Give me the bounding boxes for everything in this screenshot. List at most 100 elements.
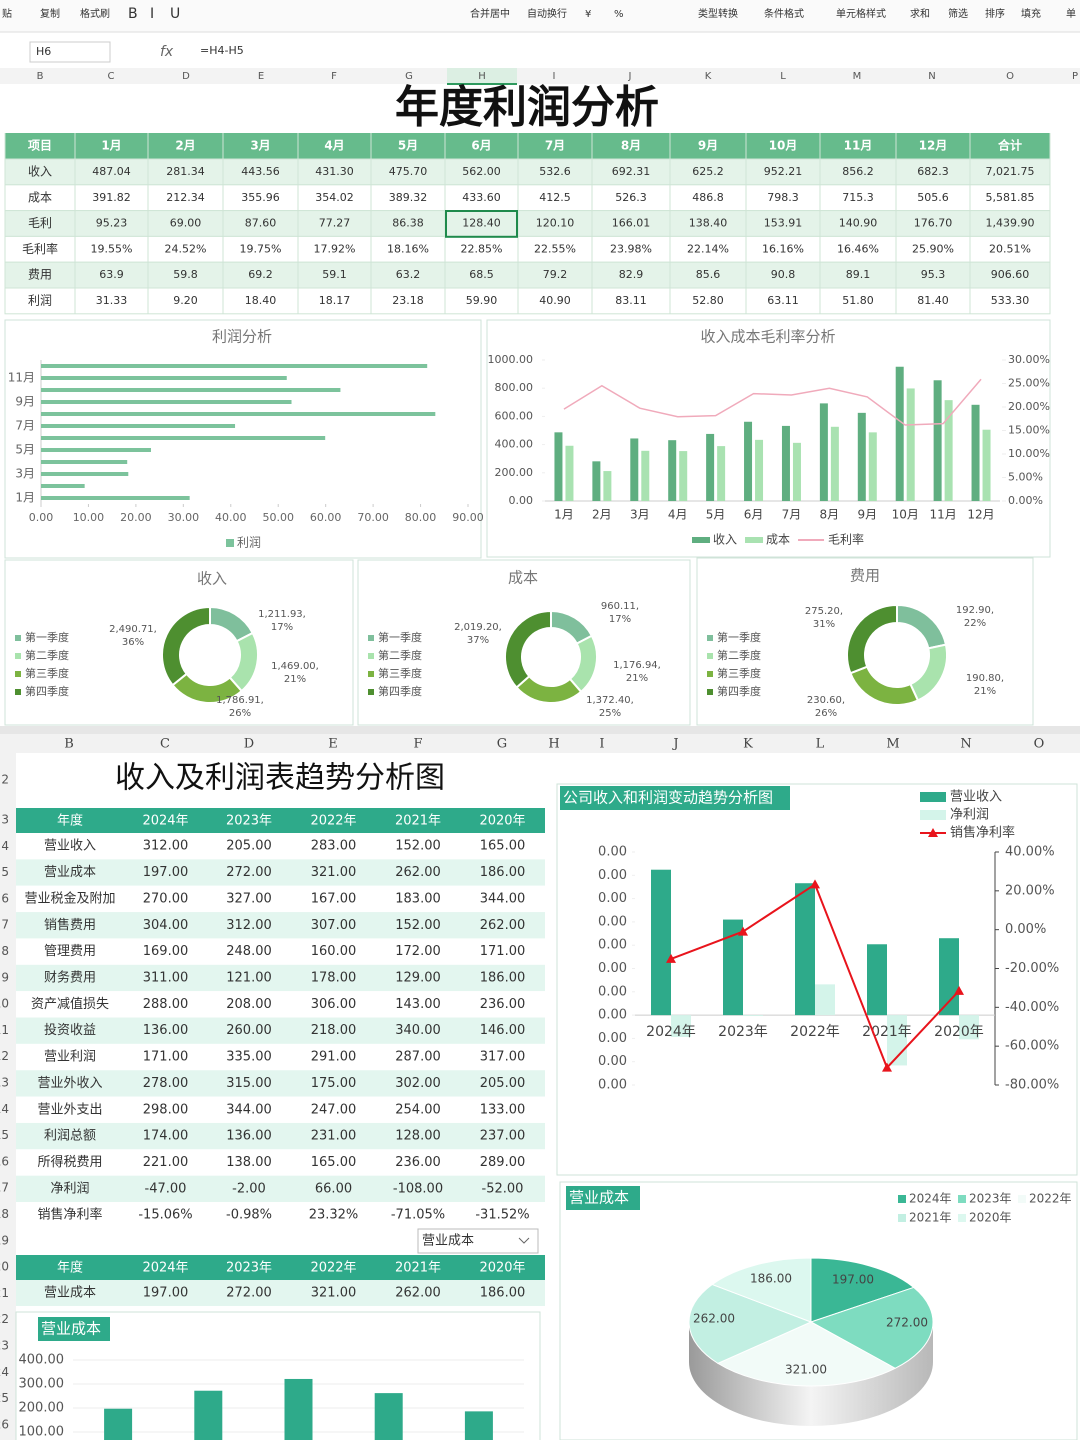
table-cell: 68.5 <box>469 268 494 281</box>
table-cell: 22.14% <box>687 242 729 255</box>
name-box[interactable] <box>29 41 111 63</box>
table-cell: 59.8 <box>173 268 198 281</box>
table-cell: 165.00 <box>311 1155 357 1170</box>
toolbar-button[interactable]: 求和 <box>910 8 930 20</box>
table-cell: 1,439.90 <box>986 217 1035 230</box>
table-row-bg <box>16 1149 545 1176</box>
toolbar-button[interactable]: 复制 <box>40 7 60 20</box>
legend-swatch <box>920 792 946 802</box>
toolbar-button[interactable]: 条件格式 <box>764 7 804 20</box>
y-tick-label: 300.00 <box>19 1377 65 1392</box>
table-cell: 138.00 <box>226 1155 272 1170</box>
table-cell: 236.00 <box>395 1155 441 1170</box>
table-cell: 171.00 <box>143 1050 189 1065</box>
bar <box>706 433 715 501</box>
toolbar-button[interactable]: 贴 <box>2 7 12 20</box>
table-header: 12月 <box>919 139 948 153</box>
table-cell: 625.2 <box>692 165 724 178</box>
bar <box>374 1393 403 1440</box>
table-header: 2021年 <box>395 814 441 829</box>
table-cell: 23.18 <box>392 294 424 307</box>
table-cell: 63.11 <box>767 294 799 307</box>
y2-tick-label: 40.00% <box>1005 845 1055 860</box>
toolbar-button[interactable]: 单元格样式 <box>836 7 886 20</box>
table-cell: 81.40 <box>917 294 949 307</box>
table-row-bg <box>16 885 545 913</box>
table-row-bg <box>4 235 1051 263</box>
table-cell: 利润总额 <box>44 1129 96 1144</box>
bar <box>284 1378 313 1440</box>
row-number: 22 <box>0 1312 9 1326</box>
legend-swatch <box>15 653 21 659</box>
table-cell: 160.00 <box>311 944 357 959</box>
toolbar-button[interactable]: 类型转换 <box>698 7 738 20</box>
table-row-bg <box>16 1070 545 1097</box>
legend-label: 第二季度 <box>378 648 422 662</box>
table-header: 2021年 <box>395 1261 441 1276</box>
table-cell: 236.00 <box>480 997 526 1012</box>
toolbar-button[interactable]: ¥ <box>585 9 591 20</box>
legend-swatch <box>958 1214 966 1222</box>
y2-tick-label: -60.00% <box>1005 1039 1059 1054</box>
dropdown-value[interactable]: 营业成本 <box>422 1234 474 1249</box>
legend-swatch <box>920 810 946 820</box>
toolbar-button[interactable]: 自动换行 <box>527 7 567 20</box>
table-cell: 231.00 <box>311 1129 357 1144</box>
table-cell: 533.30 <box>991 294 1030 307</box>
table-cell: 186.00 <box>480 1286 526 1301</box>
table-cell: -15.06% <box>138 1208 192 1223</box>
table-cell: 毛利 <box>28 216 52 230</box>
table-cell: 692.31 <box>612 165 651 178</box>
column-letter: D <box>244 737 254 752</box>
table-cell: 营业成本 <box>44 1286 96 1301</box>
table-cell: 120.10 <box>536 217 575 230</box>
table-cell: 23.98% <box>610 242 652 255</box>
table-cell: 资产减值损失 <box>31 996 109 1012</box>
toolbar-button[interactable]: 排序 <box>985 7 1005 20</box>
row-number: 17 <box>0 1181 9 1195</box>
toolbar-button[interactable]: B <box>128 6 138 22</box>
toolbar-button[interactable]: 单 <box>1066 8 1076 20</box>
table-cell: 59.90 <box>466 294 498 307</box>
column-letter: C <box>160 737 170 752</box>
table-cell: 272.00 <box>226 865 272 880</box>
column-letter: N <box>960 737 971 752</box>
data-label: 2,490.71, 36% <box>109 624 157 648</box>
toolbar-button[interactable]: 填充 <box>1021 7 1041 20</box>
bar <box>933 380 942 501</box>
table-cell: 69.2 <box>248 268 273 281</box>
table-cell: 335.00 <box>226 1050 272 1065</box>
legend-label: 营业收入 <box>950 790 1002 805</box>
table-cell: 311.00 <box>143 970 189 985</box>
table-cell: 129.00 <box>395 970 441 985</box>
toolbar-button[interactable]: I <box>150 6 154 22</box>
legend-label: 第四季度 <box>25 684 69 698</box>
table-cell: 307.00 <box>311 918 357 933</box>
bar <box>41 364 428 368</box>
table-header: 项目 <box>28 139 52 153</box>
y-tick-label: 1000.00 <box>488 353 534 366</box>
toolbar-button[interactable]: 筛选 <box>948 7 968 20</box>
bar <box>971 404 980 501</box>
chart-frame <box>486 319 1051 558</box>
table-header: 2023年 <box>226 814 272 829</box>
table-cell: 389.32 <box>389 191 428 204</box>
legend-swatch <box>15 671 21 677</box>
toolbar-button[interactable]: 格式刷 <box>80 7 110 20</box>
table-cell: 140.90 <box>839 217 878 230</box>
toolbar-button[interactable]: % <box>614 9 624 20</box>
row-number: 16 <box>0 1154 9 1168</box>
table-cell: -2.00 <box>232 1181 266 1196</box>
y-tick-label: 100.00 <box>19 1425 65 1440</box>
table-header: 2020年 <box>479 814 525 829</box>
toolbar-button[interactable]: 合并居中 <box>470 7 510 20</box>
table-cell: -52.00 <box>482 1181 524 1196</box>
line <box>670 882 960 1070</box>
bar <box>41 388 341 392</box>
toolbar-button[interactable]: U <box>170 6 180 22</box>
x-tick-label: 3月 <box>630 508 650 522</box>
y-tick-label: 9月 <box>15 395 35 409</box>
bar <box>41 484 85 488</box>
table-cell: 952.21 <box>764 165 803 178</box>
dropdown[interactable] <box>417 1228 539 1254</box>
